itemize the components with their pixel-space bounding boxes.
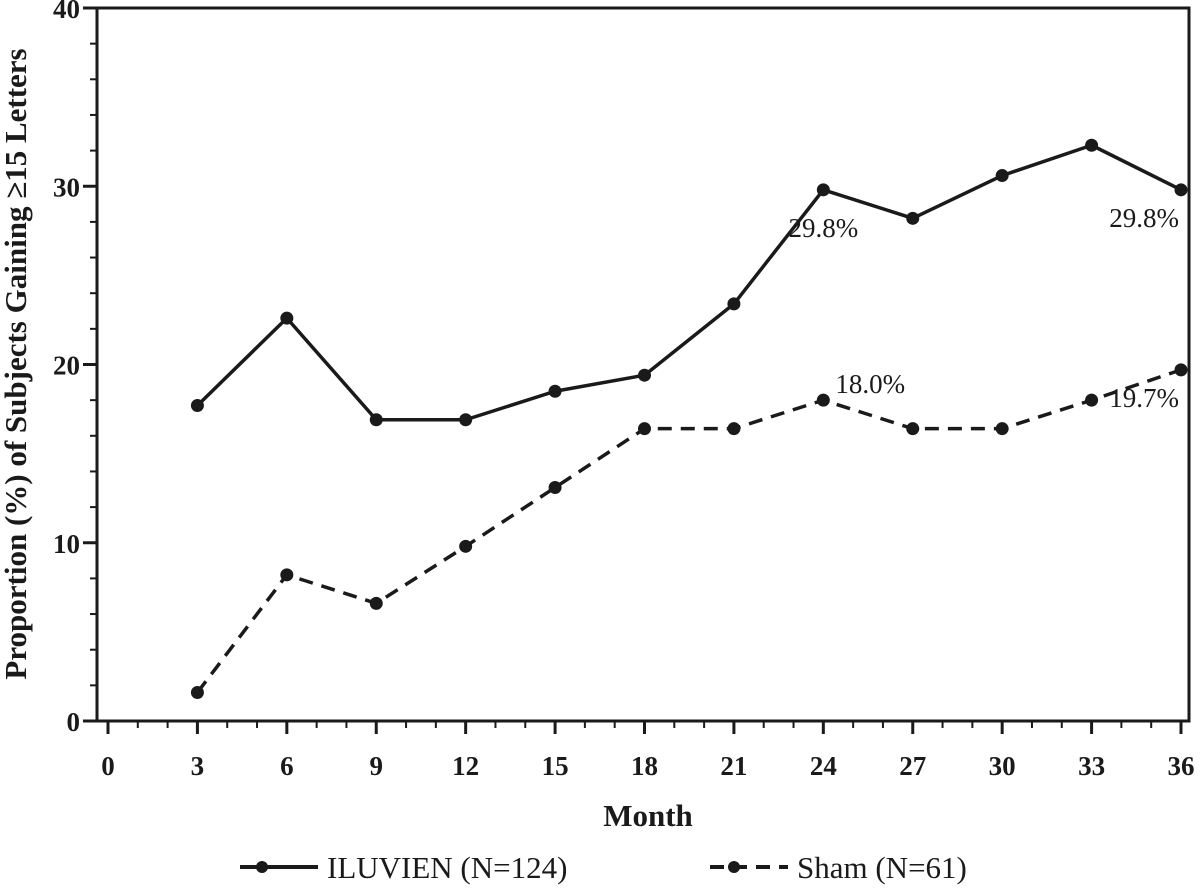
- annotations: 29.8% 29.8% 18.0% 19.7%: [788, 203, 1179, 413]
- iluvien-point-month-30: [995, 169, 1009, 183]
- y-tick-label: 30: [53, 172, 80, 202]
- x-tick-label: 30: [989, 751, 1016, 781]
- iluvien-point-month-36: [1174, 183, 1188, 197]
- x-tick-label: 33: [1078, 751, 1105, 781]
- iluvien-point-month-33: [1085, 138, 1099, 152]
- iluvien-point-month-21: [727, 297, 741, 311]
- x-tick-label: 15: [542, 751, 569, 781]
- legend: ILUVIEN (N=124) Sham (N=61): [240, 850, 967, 885]
- iluvien-point-month-15: [548, 384, 562, 398]
- data-label-iluvien-month-24: 29.8%: [788, 213, 858, 243]
- x-tick-label: 3: [191, 751, 205, 781]
- series-group: [190, 138, 1188, 699]
- iluvien-point-month-12: [459, 413, 473, 427]
- x-tick-label: 0: [101, 751, 115, 781]
- sham-point-month-36: [1174, 363, 1188, 377]
- sham-point-month-15: [548, 480, 562, 494]
- legend-sham-label: Sham (N=61): [797, 850, 967, 885]
- x-tick-label: 36: [1168, 751, 1195, 781]
- sham-point-month-9: [369, 596, 383, 610]
- x-tick-label: 9: [370, 751, 384, 781]
- iluvien-point-month-24: [816, 183, 830, 197]
- sham-point-month-6: [280, 568, 294, 582]
- sham-point-month-18: [638, 422, 651, 436]
- sham-point-month-3: [190, 685, 204, 699]
- sham-point-month-30: [995, 422, 1009, 436]
- x-tick-label: 24: [810, 751, 837, 781]
- legend-iluvien-marker: [256, 861, 268, 873]
- x-tick-label: 18: [631, 751, 658, 781]
- y-tick-label: 40: [53, 0, 80, 24]
- iluvien-point-month-27: [906, 211, 920, 225]
- iluvien-point-month-9: [369, 413, 383, 427]
- iluvien-point-month-6: [280, 311, 294, 325]
- sham-point-month-24: [816, 393, 830, 407]
- x-tick-label: 21: [720, 751, 747, 781]
- iluvien-point-month-3: [190, 398, 204, 412]
- data-label-sham-month-36: 19.7%: [1109, 383, 1179, 413]
- y-tick-label: 10: [53, 529, 80, 559]
- x-tick-label: 6: [280, 751, 294, 781]
- legend-sham-marker: [728, 861, 740, 873]
- plot-frame: [95, 6, 1191, 723]
- x-axis-title: Month: [603, 798, 693, 833]
- iluvien-point-month-18: [638, 368, 651, 382]
- y-tick-label: 20: [53, 351, 80, 381]
- sham-point-month-12: [459, 539, 473, 553]
- y-tick-label: 0: [67, 707, 81, 737]
- x-tick-label: 27: [899, 751, 926, 781]
- y-axis-title: Proportion (%) of Subjects Gaining ≥15 L…: [0, 48, 33, 679]
- data-label-iluvien-month-36: 29.8%: [1109, 203, 1179, 233]
- sham-point-month-21: [727, 422, 741, 436]
- iluvien-series-line: [196, 143, 1182, 422]
- sham-point-month-33: [1085, 393, 1099, 407]
- legend-iluvien-label: ILUVIEN (N=124): [327, 850, 567, 885]
- x-tick-label: 12: [452, 751, 479, 781]
- data-label-sham-month-24: 18.0%: [835, 369, 905, 399]
- sham-point-month-27: [906, 422, 920, 436]
- sham-series-line: [196, 368, 1182, 694]
